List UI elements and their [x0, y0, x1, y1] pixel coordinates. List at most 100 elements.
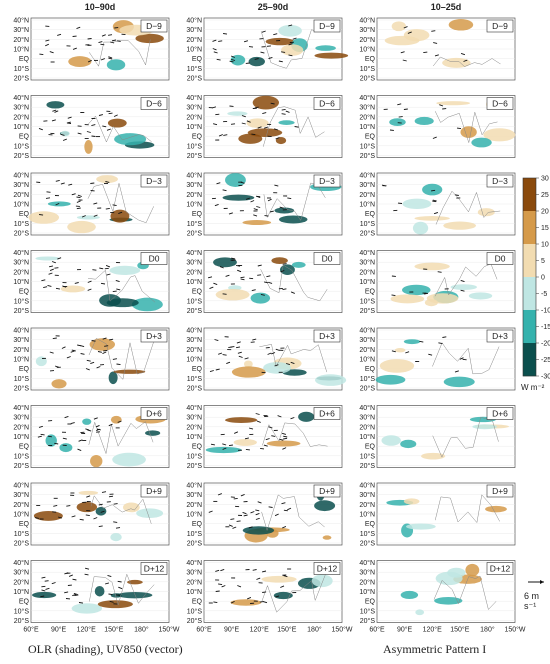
wind-vector — [234, 431, 239, 434]
lat-tick-label: EQ — [19, 134, 30, 141]
olr-shading — [314, 52, 349, 59]
colorbar-tick-label: 5 — [541, 258, 545, 265]
row-label: D+9 — [146, 486, 162, 496]
lat-tick-label: 40°N — [359, 249, 375, 257]
wind-vector — [47, 284, 52, 287]
wind-vector — [244, 357, 249, 360]
wind-vector — [274, 513, 279, 517]
wind-vector — [76, 200, 81, 203]
wind-vector — [85, 514, 90, 517]
wind-vector — [249, 277, 254, 280]
lat-tick-label: 10°N — [13, 46, 29, 54]
coastline — [434, 111, 498, 144]
lon-tick-label: 120°E — [423, 626, 442, 634]
lat-tick-label: EQ — [19, 521, 30, 528]
wind-vector — [95, 424, 100, 428]
olr-shading — [450, 284, 477, 290]
wind-vector — [55, 287, 60, 290]
lon-tick-label: 150°E — [450, 626, 469, 634]
lat-tick-label: 10°S — [187, 607, 203, 615]
wind-vector — [281, 432, 287, 435]
lat-tick-label: 20°N — [186, 113, 202, 121]
row-label: D+6 — [146, 409, 162, 419]
row-label: D−9 — [319, 21, 335, 31]
lat-tick-label: 10°N — [13, 278, 29, 286]
wind-vector — [253, 214, 258, 217]
wind-vector — [54, 110, 59, 113]
wind-vector — [38, 127, 43, 131]
wind-vector — [78, 602, 84, 604]
olr-shading — [271, 257, 288, 264]
lat-tick-label: 10°N — [13, 511, 29, 519]
olr-shading — [112, 452, 146, 467]
wind-vector — [209, 370, 214, 373]
wind-vector — [274, 184, 279, 187]
wind-vector — [275, 348, 280, 351]
wind-vector — [256, 577, 261, 580]
lat-tick-label: EQ — [19, 289, 30, 296]
lon-tick-label: 90°E — [224, 626, 240, 634]
lat-tick-label: 40°N — [13, 172, 29, 180]
wind-vector — [403, 26, 408, 29]
lat-tick-label: EQ — [192, 211, 203, 218]
lat-tick-label: 20°S — [187, 152, 203, 160]
olr-shading — [109, 265, 141, 275]
wind-vector — [236, 264, 241, 267]
olr-shading — [114, 133, 147, 146]
lat-tick-label: EQ — [365, 366, 376, 373]
lat-tick-label: 40°N — [13, 17, 29, 25]
lat-tick-label: 10°N — [13, 588, 29, 596]
wind-vector — [424, 292, 429, 295]
lat-tick-label: 40°N — [359, 404, 375, 412]
wind-vector — [432, 200, 437, 203]
lat-tick-label: EQ — [19, 599, 30, 606]
wind-vector — [268, 426, 273, 429]
wind-vector — [212, 48, 217, 51]
olr-shading — [94, 585, 105, 597]
wind-vector — [113, 503, 118, 505]
lat-tick-label: 20°N — [186, 578, 202, 586]
row-label-box — [313, 252, 341, 265]
lat-tick-label: 40°N — [186, 559, 202, 567]
wind-vector — [208, 510, 213, 513]
lat-tick-label: 10°S — [360, 297, 376, 305]
wind-vector — [74, 594, 79, 597]
row-label-box — [140, 562, 168, 575]
wind-vector — [105, 264, 111, 268]
wind-vector — [105, 207, 110, 210]
lat-tick-label: 10°N — [359, 588, 375, 596]
lat-tick-label: 10°N — [186, 123, 202, 131]
lat-tick-label: 20°S — [14, 385, 30, 393]
wind-vector — [245, 197, 251, 200]
lat-tick-label: 30°N — [13, 26, 29, 34]
wind-vector — [52, 109, 57, 112]
wind-vector — [98, 41, 103, 44]
wind-vector — [433, 42, 438, 44]
lat-tick-label: 10°S — [187, 297, 203, 305]
olr-shading — [46, 101, 65, 109]
lat-tick-label: 30°N — [186, 259, 202, 267]
wind-vector — [117, 420, 122, 423]
lat-tick-label: 40°N — [186, 94, 202, 102]
wind-vector — [242, 511, 247, 515]
wind-vector — [260, 51, 265, 54]
wind-vector — [266, 275, 271, 278]
lat-tick-label: 30°N — [13, 491, 29, 499]
wind-vector — [55, 202, 60, 206]
lat-tick-label: 30°N — [359, 569, 375, 577]
coastline — [262, 106, 325, 147]
lat-tick-label: 10°N — [186, 278, 202, 286]
olr-shading — [107, 118, 127, 128]
coastline — [260, 264, 328, 302]
wind-vector — [263, 281, 269, 284]
colorbar-tick-label: 30 — [541, 176, 549, 183]
lat-tick-label: 40°N — [359, 327, 375, 335]
wind-vector — [210, 443, 215, 446]
colorbar-segment — [523, 227, 536, 245]
wind-vector — [255, 413, 260, 415]
row-label-box — [313, 329, 341, 343]
lat-tick-label: 20°N — [13, 423, 29, 431]
olr-shading — [233, 438, 257, 446]
olr-shading — [375, 374, 406, 385]
wind-vector — [98, 503, 103, 506]
